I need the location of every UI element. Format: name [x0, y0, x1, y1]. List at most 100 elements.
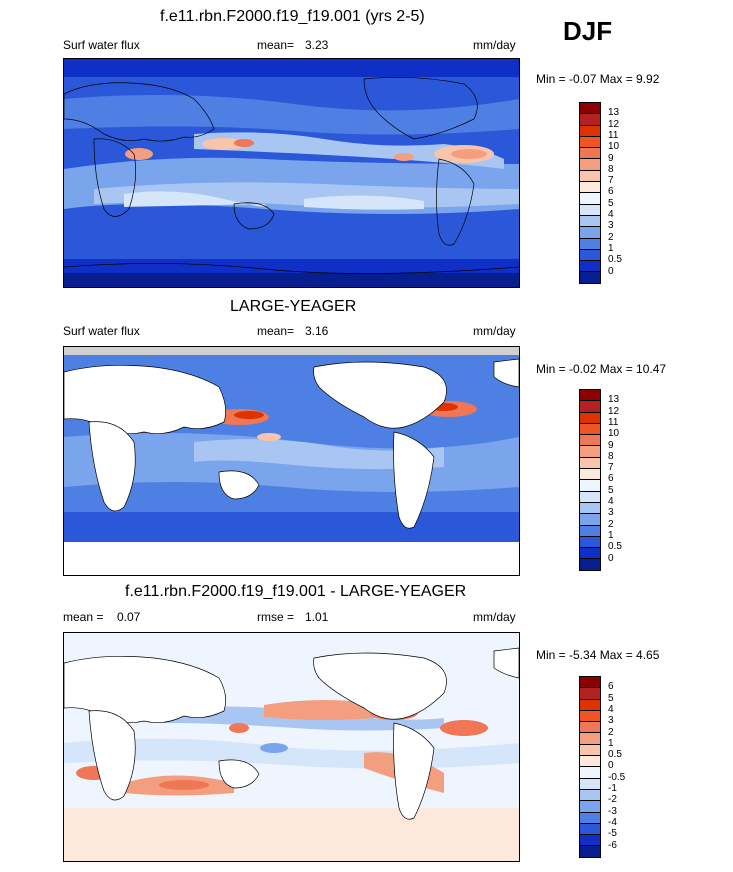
- panel3-colorbar-label: 4: [608, 703, 614, 715]
- panel1-colorbar-label: 8: [608, 163, 614, 175]
- panel1-colorbar-label: 11: [608, 129, 619, 141]
- panel3-colorbar-label: 2: [608, 726, 614, 738]
- panel3-colorbar-swatch: [580, 677, 600, 689]
- panel2-colorbar-label: 6: [608, 473, 614, 485]
- panel1-colorbar-swatch: [580, 114, 600, 126]
- panel1-title: f.e11.rbn.F2000.f19_f19.001 (yrs 2-5): [160, 8, 425, 25]
- panel3-colorbar-label: -5: [608, 828, 617, 840]
- panel2-colorbar-label: 9: [608, 439, 614, 451]
- panel1-variable-label: Surf water flux: [63, 38, 140, 52]
- panel3-colorbar-label: -0.5: [608, 771, 626, 783]
- panel2-colorbar-label: 10: [608, 428, 620, 440]
- panel1-minmax: Min = -0.07 Max = 9.92: [536, 72, 660, 86]
- panel2-mean-value: 3.16: [305, 324, 329, 338]
- panel3-colorbar-label: -1: [608, 783, 617, 794]
- panel3-mean-label: mean =: [63, 610, 104, 624]
- panel3-colorbar-swatch: [580, 835, 600, 847]
- panel2-colorbar-swatch: [580, 401, 600, 413]
- panel3-colorbar-label: -4: [608, 816, 617, 828]
- panel2-colorbar-label: 3: [608, 507, 614, 519]
- panel1-colorbar-label: 10: [608, 141, 620, 153]
- panel3-colorbar-swatch: [580, 823, 600, 836]
- panel2-colorbar-swatch: [580, 412, 600, 424]
- panel3-rmse-value: 1.01: [305, 610, 329, 624]
- panel2-colorbar-swatch: [580, 423, 600, 436]
- panel3-colorbar: 6 5 4 3 2 1 0.5 0 -0.5 -1 -2 -3 -4 -5 -6: [579, 676, 625, 858]
- panel1-colorbar-swatch: [580, 238, 600, 250]
- panel2-colorbar-label: 1: [608, 529, 614, 541]
- panel3-colorbar-swatch: [580, 789, 600, 802]
- panel2-map: [63, 346, 520, 576]
- panel2-colorbar-label: 13: [608, 394, 620, 406]
- panel1-colorbar-label: 4: [608, 209, 614, 220]
- panel1-colorbar-swatch: [580, 193, 600, 205]
- panel2-colorbar-swatch: [580, 491, 600, 503]
- panel1-colorbar-swatch: [580, 204, 600, 216]
- panel1-colorbar-label: 12: [608, 118, 620, 130]
- panel1-mean-value: 3.23: [305, 38, 329, 52]
- panel1-colorbar-swatch: [580, 103, 600, 115]
- panel2-colorbar-swatch: [580, 469, 600, 481]
- panel3-colorbar-label: -3: [608, 805, 617, 817]
- panel2-colorbar-label: 12: [608, 405, 620, 417]
- panel2-colorbar-label: 8: [608, 450, 614, 462]
- panel1-colorbar-label: 13: [608, 107, 620, 119]
- panel2-title: LARGE-YEAGER: [230, 298, 357, 315]
- panel1-mean-label: mean=: [257, 38, 295, 52]
- season-label: DJF: [563, 16, 613, 46]
- panel2-colorbar: 13 12 11 10 9 8 7 6 5 4 3 2 1 0.5 0: [579, 389, 622, 571]
- panel3-title: f.e11.rbn.F2000.f19_f19.001 - LARGE-YEAG…: [125, 583, 467, 600]
- panel2-colorbar-swatch: [580, 525, 600, 537]
- panel3-colorbar-label: 6: [608, 681, 614, 693]
- panel2-colorbar-swatch: [580, 435, 600, 447]
- panel3-colorbar-swatch: [580, 699, 600, 711]
- panel2-colorbar-label: 11: [608, 416, 619, 428]
- panel3-colorbar-swatch: [580, 710, 600, 723]
- panel2-colorbar-swatch: [580, 548, 600, 560]
- panel3-colorbar-swatch: [580, 778, 600, 790]
- panel2-colorbar-label: 0.5: [608, 541, 622, 553]
- panel1-colorbar-swatch: [580, 136, 600, 149]
- panel3-colorbar-swatch: [580, 767, 600, 779]
- panel2-colorbar-swatch: [580, 446, 600, 458]
- panel2-minmax: Min = -0.02 Max = 10.47: [536, 362, 667, 376]
- panel3-units: mm/day: [473, 610, 516, 624]
- panel2-colorbar-swatch: [580, 480, 600, 492]
- panel3-colorbar-swatch: [580, 688, 600, 700]
- panel1-colorbar-label: 0: [608, 265, 614, 277]
- panel3-colorbar-swatch: [580, 801, 600, 813]
- panel2-colorbar-label: 2: [608, 518, 614, 530]
- panel2-colorbar-swatch: [580, 457, 600, 470]
- panel2-colorbar-label: 0: [608, 552, 614, 564]
- panel3-mean-value: 0.07: [117, 610, 141, 624]
- panel1-colorbar-swatch: [580, 261, 600, 273]
- panel3-colorbar-swatch: [580, 846, 600, 858]
- panel3-colorbar-swatch: [580, 756, 600, 768]
- panel1-colorbar-label: 2: [608, 231, 614, 243]
- panel2-colorbar-label: 5: [608, 484, 614, 496]
- panel3-colorbar-label: -2: [608, 794, 617, 806]
- panel1-colorbar-swatch: [580, 148, 600, 160]
- panel2-colorbar-label: 7: [608, 462, 614, 474]
- panel1-colorbar-swatch: [580, 125, 600, 137]
- panel1-colorbar-swatch: [580, 215, 600, 228]
- panel3-colorbar-label: 3: [608, 715, 614, 727]
- panel1-colorbar-label: 9: [608, 152, 614, 164]
- panel3-colorbar-label: -6: [608, 839, 617, 851]
- panel2-units: mm/day: [473, 324, 516, 338]
- panel2-variable-label: Surf water flux: [63, 324, 140, 338]
- panel1-colorbar-swatch: [580, 227, 600, 239]
- panel2-mean-label: mean=: [257, 324, 295, 338]
- panel1-colorbar-label: 7: [608, 175, 614, 187]
- panel1-colorbar-label: 5: [608, 197, 614, 209]
- panel1-units: mm/day: [473, 38, 516, 52]
- panel3-rmse-label: rmse =: [257, 610, 295, 624]
- panel3-colorbar-swatch: [580, 812, 600, 824]
- panel3-colorbar-swatch: [580, 722, 600, 734]
- panel3-map: [63, 632, 520, 862]
- panel1-colorbar-swatch: [580, 182, 600, 194]
- panel1-colorbar-label: 6: [608, 186, 614, 198]
- panel3-colorbar-label: 5: [608, 692, 614, 704]
- panel3-colorbar-label: 1: [608, 737, 614, 749]
- panel2-colorbar-label: 4: [608, 496, 614, 507]
